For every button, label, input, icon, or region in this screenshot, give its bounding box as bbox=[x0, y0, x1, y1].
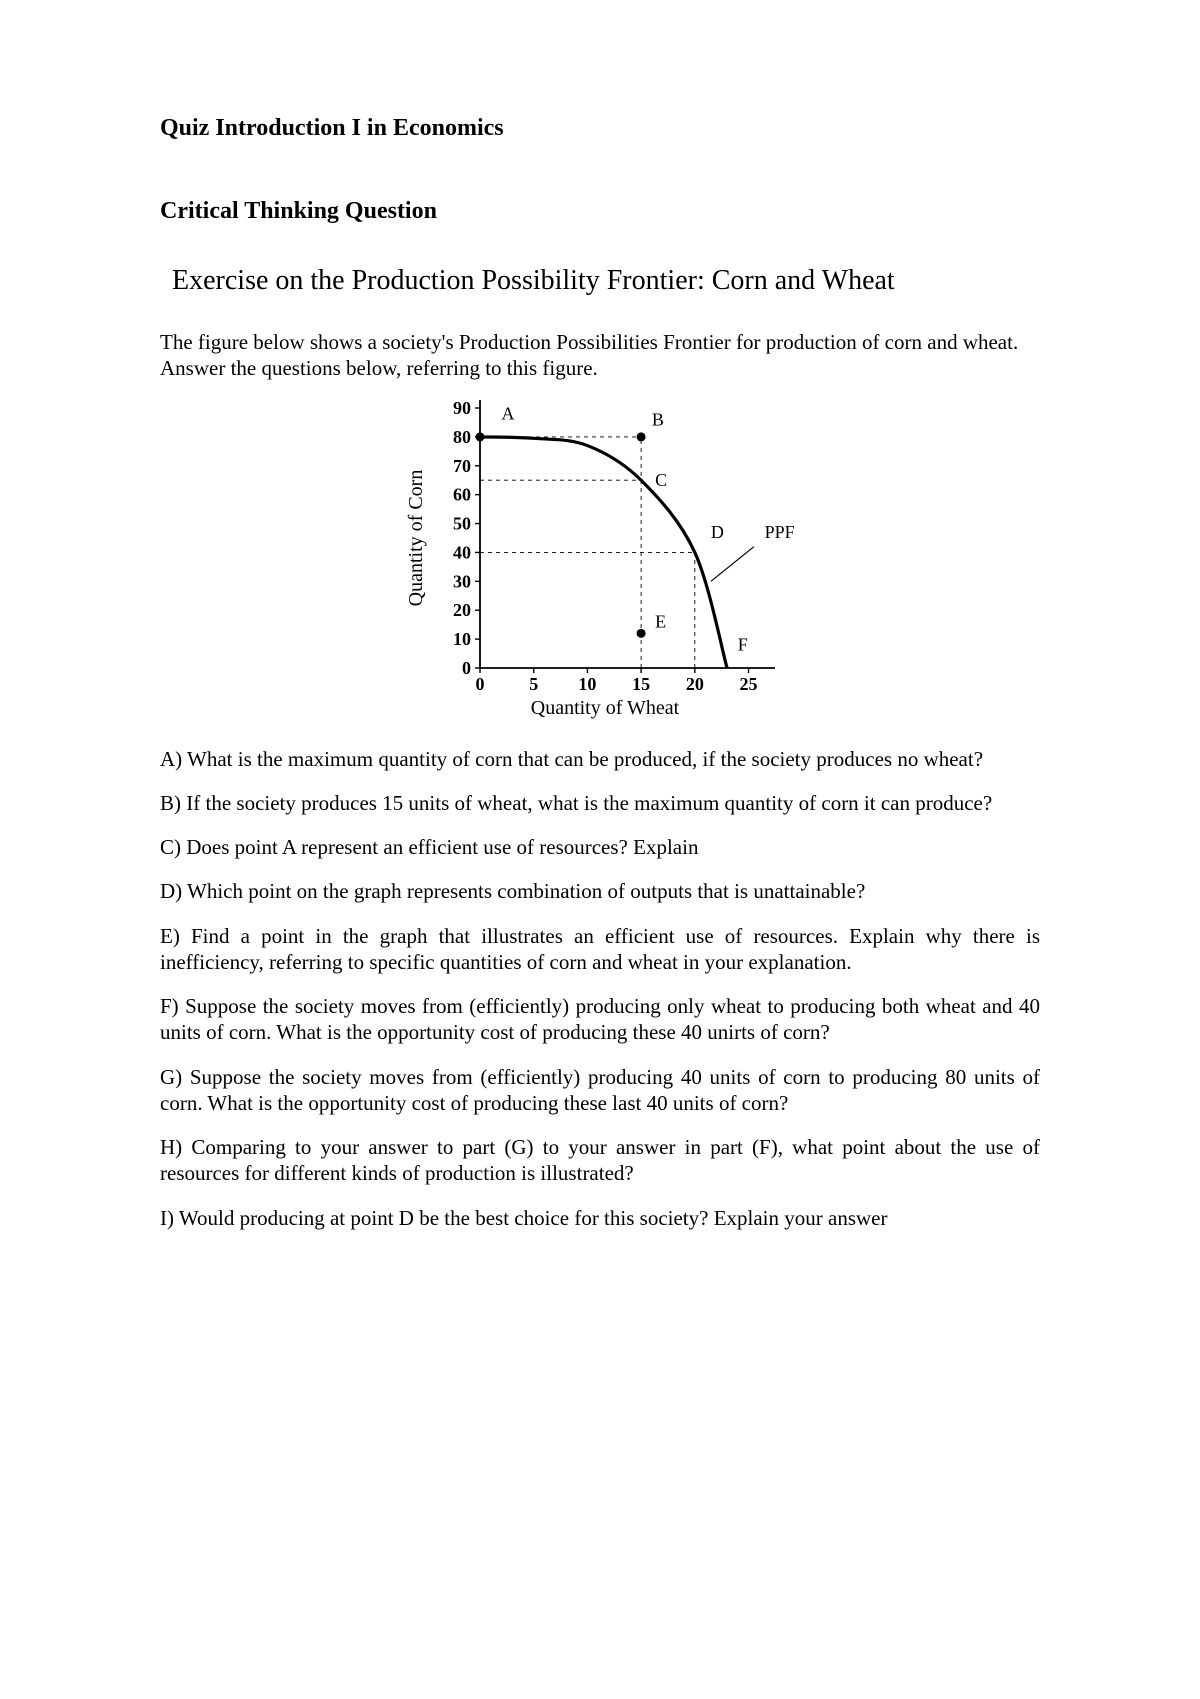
svg-text:PPF: PPF bbox=[765, 522, 795, 542]
svg-text:20: 20 bbox=[686, 674, 704, 694]
svg-text:15: 15 bbox=[632, 674, 650, 694]
svg-text:10: 10 bbox=[578, 674, 596, 694]
svg-text:20: 20 bbox=[453, 600, 471, 620]
ppf-chart: 0 10 20 30 40 50 60 70 80 90 0 5 10 15 20 25 Quantity of… bbox=[370, 388, 830, 728]
svg-text:60: 60 bbox=[453, 484, 471, 504]
svg-text:30: 30 bbox=[453, 571, 471, 591]
svg-text:80: 80 bbox=[453, 426, 471, 446]
svg-text:40: 40 bbox=[453, 542, 471, 562]
question-b: B) If the society produces 15 units of w… bbox=[160, 790, 1040, 816]
svg-text:E: E bbox=[655, 611, 666, 631]
svg-text:50: 50 bbox=[453, 513, 471, 533]
svg-text:F: F bbox=[738, 634, 748, 654]
svg-text:A: A bbox=[501, 403, 514, 423]
question-c: C) Does point A represent an efficient u… bbox=[160, 834, 1040, 860]
page-title: Quiz Introduction I in Economics bbox=[160, 115, 1040, 142]
svg-text:B: B bbox=[652, 409, 664, 429]
question-i: I) Would producing at point D be the bes… bbox=[160, 1205, 1040, 1231]
svg-text:90: 90 bbox=[453, 398, 471, 418]
question-e: E) Find a point in the graph that illust… bbox=[160, 923, 1040, 976]
svg-text:D: D bbox=[711, 522, 724, 542]
svg-text:Quantity of Corn: Quantity of Corn bbox=[405, 469, 427, 606]
ppf-chart-container: 0 10 20 30 40 50 60 70 80 90 0 5 10 15 20 25 Quantity of… bbox=[160, 388, 1040, 728]
svg-text:10: 10 bbox=[453, 629, 471, 649]
exercise-title: Exercise on the Production Possibility F… bbox=[172, 265, 1040, 297]
section-title: Critical Thinking Question bbox=[160, 198, 1040, 225]
question-g: G) Suppose the society moves from (effic… bbox=[160, 1064, 1040, 1117]
svg-text:25: 25 bbox=[740, 674, 758, 694]
question-h: H) Comparing to your answer to part (G) … bbox=[160, 1134, 1040, 1187]
question-d: D) Which point on the graph represents c… bbox=[160, 878, 1040, 904]
question-f: F) Suppose the society moves from (effic… bbox=[160, 993, 1040, 1046]
question-a: A) What is the maximum quantity of corn … bbox=[160, 746, 1040, 772]
svg-text:5: 5 bbox=[529, 674, 538, 694]
intro-text: The figure below shows a society's Produ… bbox=[160, 329, 1040, 382]
svg-text:Quantity of Wheat: Quantity of Wheat bbox=[531, 697, 680, 719]
svg-text:0: 0 bbox=[462, 658, 471, 678]
svg-text:70: 70 bbox=[453, 455, 471, 475]
svg-text:0: 0 bbox=[476, 674, 485, 694]
svg-text:C: C bbox=[655, 470, 667, 490]
